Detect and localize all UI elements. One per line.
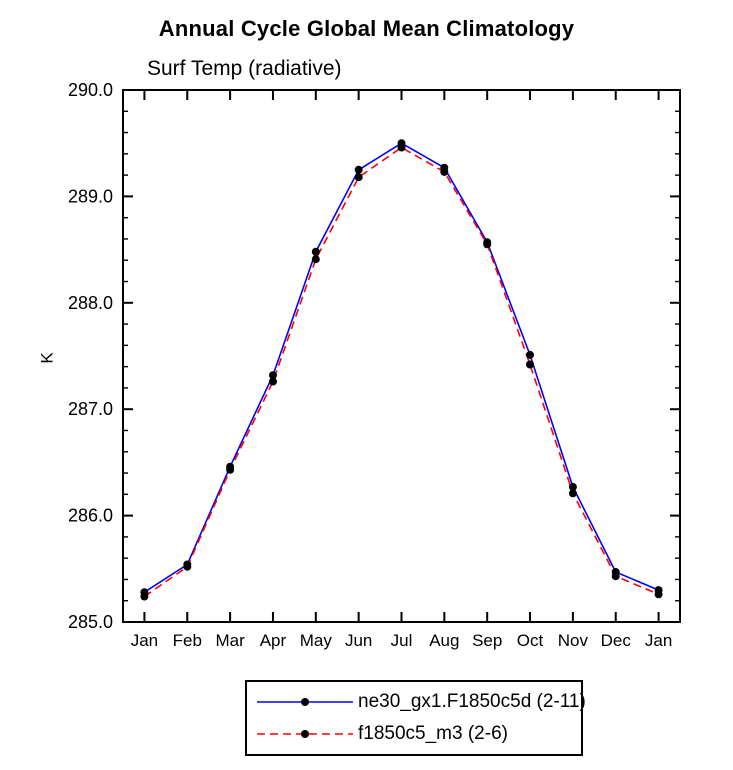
y-tick-label: 290.0	[68, 80, 113, 100]
x-tick-label: Feb	[173, 631, 202, 650]
x-tick-label: Jan	[645, 631, 672, 650]
x-tick-label: Nov	[558, 631, 589, 650]
y-tick-label: 288.0	[68, 293, 113, 313]
legend-label: f1850c5_m3 (2-6)	[358, 723, 508, 744]
legend-line-sample-solid	[257, 698, 353, 706]
series-line-0	[143, 142, 659, 593]
x-tick-label: Mar	[215, 631, 245, 650]
x-tick-label: Apr	[260, 631, 287, 650]
x-tick-label: Dec	[601, 631, 632, 650]
y-tick-label: 286.0	[68, 506, 113, 526]
legend-line-sample-dashed	[257, 730, 353, 738]
x-tick-label: Oct	[517, 631, 544, 650]
legend-item: f1850c5_m3 (2-6)	[255, 719, 581, 749]
x-tick-label: Jul	[391, 631, 413, 650]
legend-label: ne30_gx1.F1850c5d (2-11)	[358, 691, 586, 712]
legend-marker-icon	[301, 698, 309, 706]
y-tick-label: 287.0	[68, 399, 113, 419]
x-tick-label: Jun	[345, 631, 372, 650]
axes-frame	[122, 89, 681, 623]
series-markers-1	[140, 143, 663, 601]
x-tick-label: Jan	[131, 631, 158, 650]
legend-item: ne30_gx1.F1850c5d (2-11)	[255, 687, 586, 717]
legend-box: ne30_gx1.F1850c5d (2-11) f1850c5_m3 (2-6…	[245, 680, 586, 756]
y-tick-label: 285.0	[68, 612, 113, 632]
chart-title: Annual Cycle Global Mean Climatology	[158, 16, 575, 41]
series-line-1	[143, 146, 659, 598]
x-tick-label: Aug	[429, 631, 459, 650]
x-tick-label: May	[300, 631, 333, 650]
chart-subtitle: Surf Temp (radiative)	[147, 57, 342, 80]
legend-marker-icon	[301, 730, 309, 738]
series-markers-0	[140, 139, 663, 597]
y-tick-label: 289.0	[68, 186, 113, 206]
x-tick-label: Sep	[472, 631, 502, 650]
